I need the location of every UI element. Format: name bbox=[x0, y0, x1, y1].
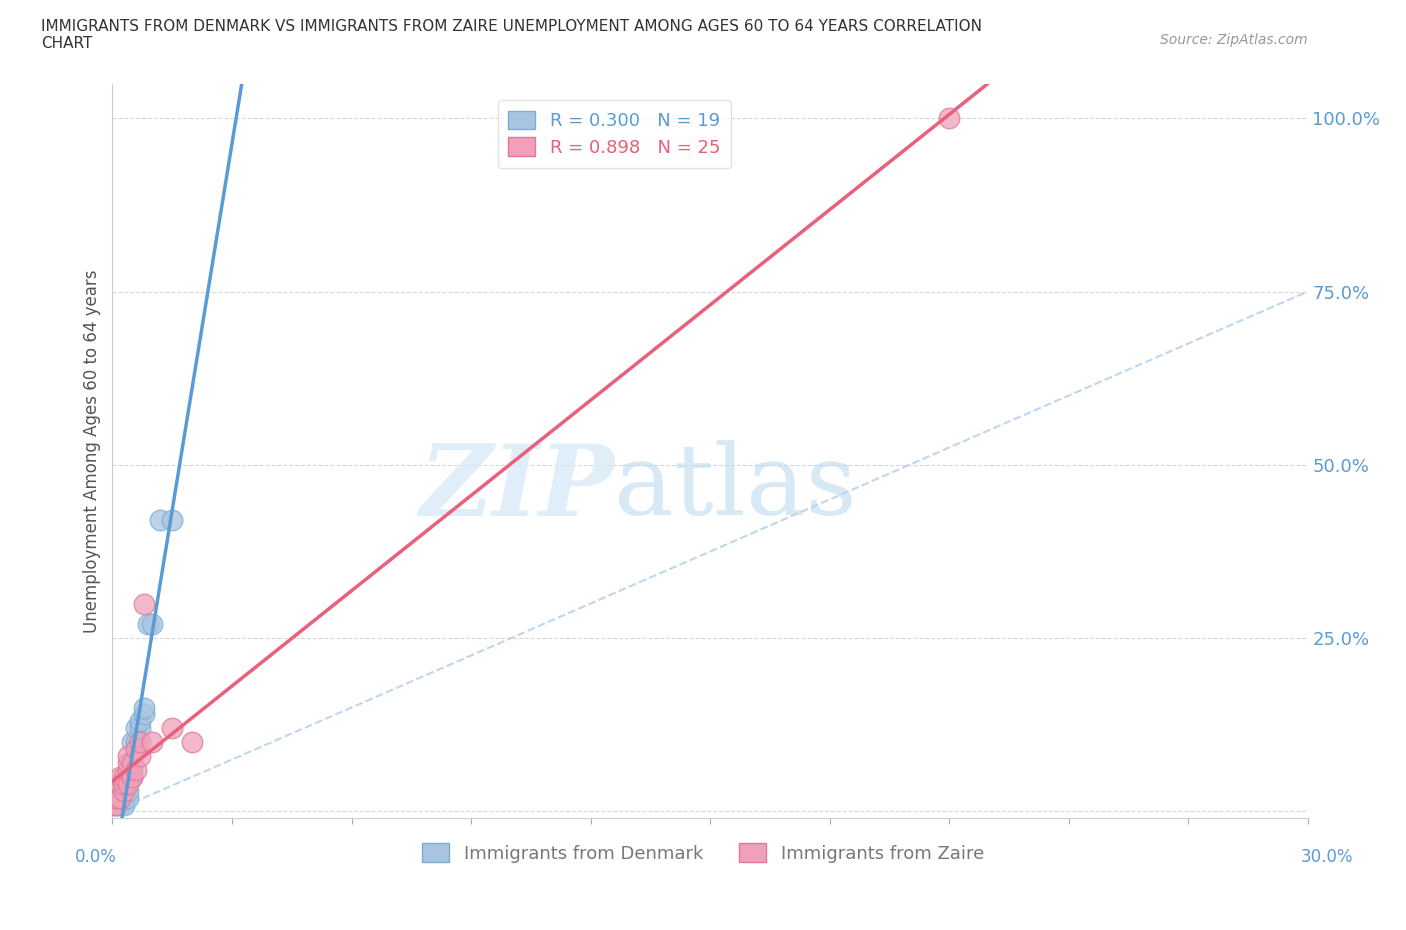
Point bbox=[101, 790, 124, 805]
Point bbox=[141, 617, 163, 631]
Point bbox=[114, 777, 135, 791]
Point bbox=[149, 513, 172, 528]
Text: 30.0%: 30.0% bbox=[1301, 848, 1354, 866]
Point bbox=[138, 617, 160, 631]
Point bbox=[162, 513, 183, 528]
Point bbox=[121, 769, 143, 784]
Point bbox=[125, 763, 148, 777]
Point bbox=[114, 783, 135, 798]
Point bbox=[110, 797, 132, 812]
Point bbox=[105, 797, 128, 812]
Point bbox=[121, 769, 143, 784]
Point bbox=[129, 721, 152, 736]
Point bbox=[125, 735, 148, 750]
Point bbox=[134, 700, 156, 715]
Point bbox=[125, 721, 148, 736]
Point bbox=[129, 735, 152, 750]
Point bbox=[101, 797, 124, 812]
Point bbox=[134, 596, 156, 611]
Text: IMMIGRANTS FROM DENMARK VS IMMIGRANTS FROM ZAIRE UNEMPLOYMENT AMONG AGES 60 TO 6: IMMIGRANTS FROM DENMARK VS IMMIGRANTS FR… bbox=[41, 19, 981, 51]
Point bbox=[114, 797, 135, 812]
Point bbox=[110, 790, 132, 805]
Legend: Immigrants from Denmark, Immigrants from Zaire: Immigrants from Denmark, Immigrants from… bbox=[415, 836, 991, 870]
Point bbox=[110, 769, 132, 784]
Point bbox=[105, 797, 128, 812]
Point bbox=[162, 721, 183, 736]
Point bbox=[121, 755, 143, 770]
Point bbox=[110, 777, 132, 791]
Text: atlas: atlas bbox=[614, 440, 858, 536]
Text: 0.0%: 0.0% bbox=[75, 848, 117, 866]
Point bbox=[181, 735, 204, 750]
Point bbox=[117, 783, 139, 798]
Point bbox=[117, 763, 139, 777]
Point bbox=[114, 769, 135, 784]
Y-axis label: Unemployment Among Ages 60 to 64 years: Unemployment Among Ages 60 to 64 years bbox=[83, 270, 101, 632]
Point bbox=[114, 790, 135, 805]
Point bbox=[129, 714, 152, 729]
Point bbox=[141, 735, 163, 750]
Point bbox=[117, 790, 139, 805]
Point bbox=[117, 755, 139, 770]
Point bbox=[121, 763, 143, 777]
Point bbox=[125, 741, 148, 756]
Legend: R = 0.300   N = 19, R = 0.898   N = 25: R = 0.300 N = 19, R = 0.898 N = 25 bbox=[498, 100, 731, 167]
Point bbox=[938, 111, 960, 126]
Point bbox=[129, 749, 152, 764]
Point bbox=[134, 707, 156, 722]
Text: ZIP: ZIP bbox=[419, 440, 614, 536]
Point bbox=[105, 790, 128, 805]
Point bbox=[117, 749, 139, 764]
Point bbox=[121, 735, 143, 750]
Point bbox=[117, 777, 139, 791]
Text: Source: ZipAtlas.com: Source: ZipAtlas.com bbox=[1160, 33, 1308, 46]
